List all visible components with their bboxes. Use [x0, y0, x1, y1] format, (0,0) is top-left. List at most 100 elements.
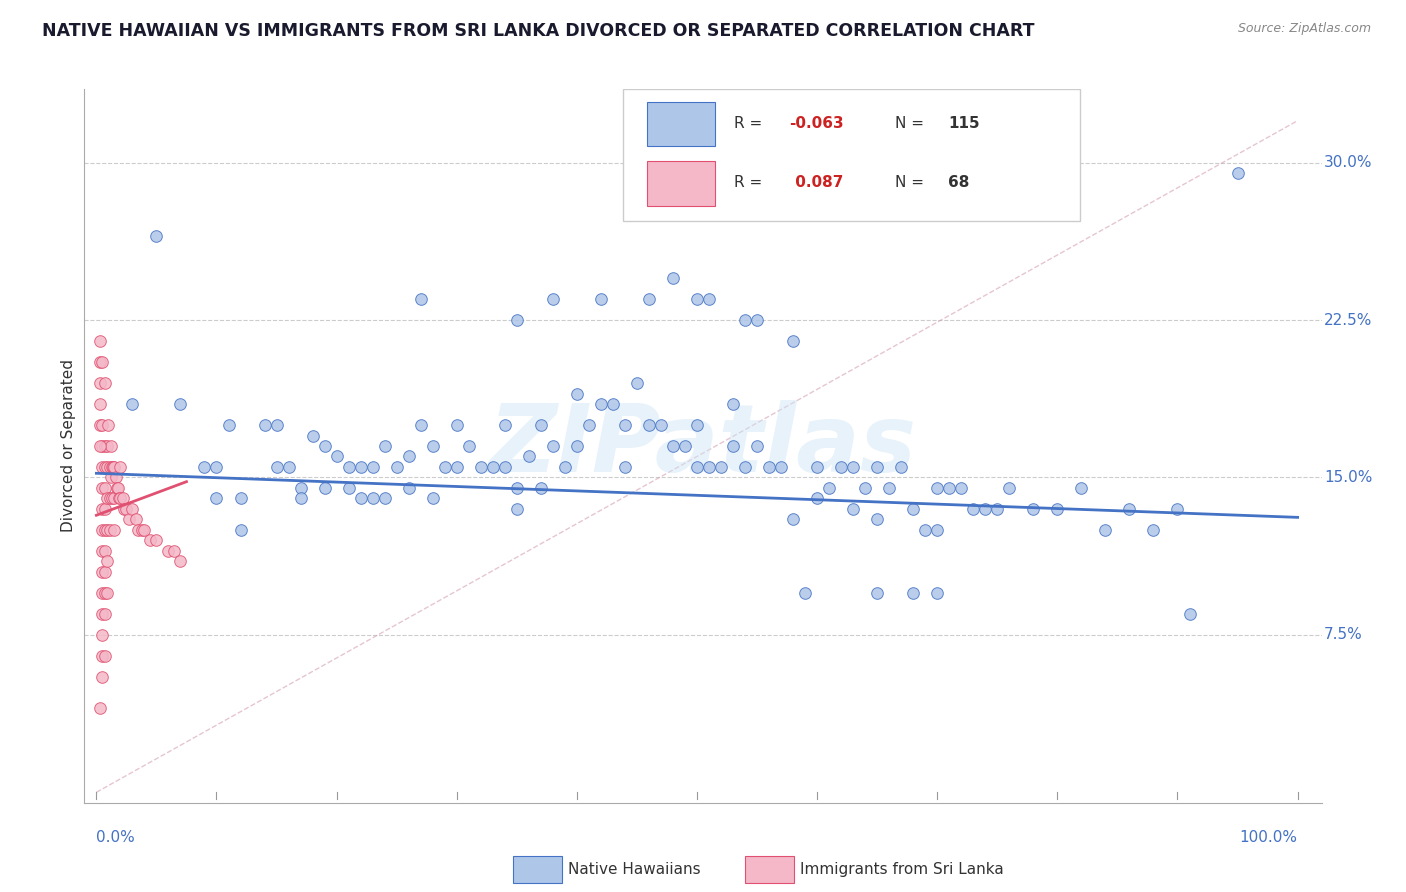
Text: 30.0%: 30.0% [1324, 155, 1372, 170]
Point [98, 491, 121, 506]
Point [903, 502, 925, 516]
Point [205, 491, 228, 506]
Text: 100.0%: 100.0% [1240, 830, 1298, 845]
Point [613, 460, 636, 475]
Bar [647, 102, 716, 146]
Point [100, 439, 122, 453]
Point [1178, 607, 1201, 621]
Point [89, 355, 111, 369]
Point [94, 502, 117, 516]
Point [686, 292, 709, 306]
Point [277, 460, 299, 475]
Point [94, 544, 117, 558]
Point [697, 460, 720, 475]
Point [962, 502, 984, 516]
Point [626, 376, 648, 390]
Point [866, 512, 889, 526]
Point [94, 439, 117, 453]
Point [104, 470, 127, 484]
Point [385, 460, 408, 475]
Point [127, 523, 149, 537]
Point [782, 512, 804, 526]
Point [89, 376, 111, 390]
Point [530, 481, 553, 495]
Text: Native Hawaiians: Native Hawaiians [568, 863, 700, 877]
Point [145, 533, 167, 548]
Point [91, 565, 114, 579]
Text: 15.0%: 15.0% [1324, 470, 1372, 485]
Point [112, 502, 135, 516]
Point [1046, 502, 1069, 516]
Point [565, 386, 588, 401]
Point [806, 460, 828, 475]
Point [163, 544, 186, 558]
Point [96, 491, 118, 506]
Point [361, 491, 384, 506]
Text: 0.087: 0.087 [790, 175, 844, 190]
Point [94, 523, 117, 537]
Point [686, 417, 709, 432]
Point [818, 481, 841, 495]
Point [842, 502, 865, 516]
Point [145, 229, 167, 244]
Point [91, 460, 114, 475]
Point [229, 523, 252, 537]
Point [169, 554, 191, 568]
Point [662, 439, 685, 453]
Point [541, 292, 564, 306]
Point [398, 450, 420, 464]
Point [131, 523, 153, 537]
Point [374, 491, 396, 506]
Point [266, 417, 288, 432]
Point [96, 554, 118, 568]
Point [721, 439, 744, 453]
Point [830, 460, 852, 475]
Point [100, 470, 122, 484]
Point [673, 439, 696, 453]
Point [842, 460, 865, 475]
Point [103, 460, 125, 475]
Point [903, 586, 925, 600]
Point [697, 292, 720, 306]
Point [1070, 481, 1092, 495]
Point [94, 460, 117, 475]
Point [98, 460, 121, 475]
Point [91, 417, 114, 432]
Point [290, 491, 312, 506]
Point [745, 313, 768, 327]
Point [1022, 502, 1045, 516]
Point [110, 460, 132, 475]
Point [89, 334, 111, 348]
Point [301, 428, 323, 442]
Bar [647, 161, 716, 205]
Point [589, 292, 612, 306]
Point [457, 439, 479, 453]
Point [602, 397, 624, 411]
Point [115, 502, 138, 516]
Point [94, 565, 117, 579]
Point [91, 648, 114, 663]
Point [107, 481, 129, 495]
Point [91, 670, 114, 684]
Point [169, 397, 191, 411]
Text: Immigrants from Sri Lanka: Immigrants from Sri Lanka [800, 863, 1004, 877]
Point [481, 460, 503, 475]
Point [554, 460, 576, 475]
Point [758, 460, 780, 475]
Point [506, 502, 529, 516]
Point [721, 397, 744, 411]
Point [794, 586, 817, 600]
Point [103, 523, 125, 537]
Point [314, 481, 336, 495]
Point [266, 460, 288, 475]
Point [662, 271, 685, 285]
Point [506, 481, 529, 495]
Point [638, 292, 661, 306]
Point [770, 460, 793, 475]
Point [91, 628, 114, 642]
Point [1166, 502, 1188, 516]
Point [998, 481, 1021, 495]
Point [686, 460, 709, 475]
Point [950, 481, 973, 495]
Point [193, 460, 215, 475]
